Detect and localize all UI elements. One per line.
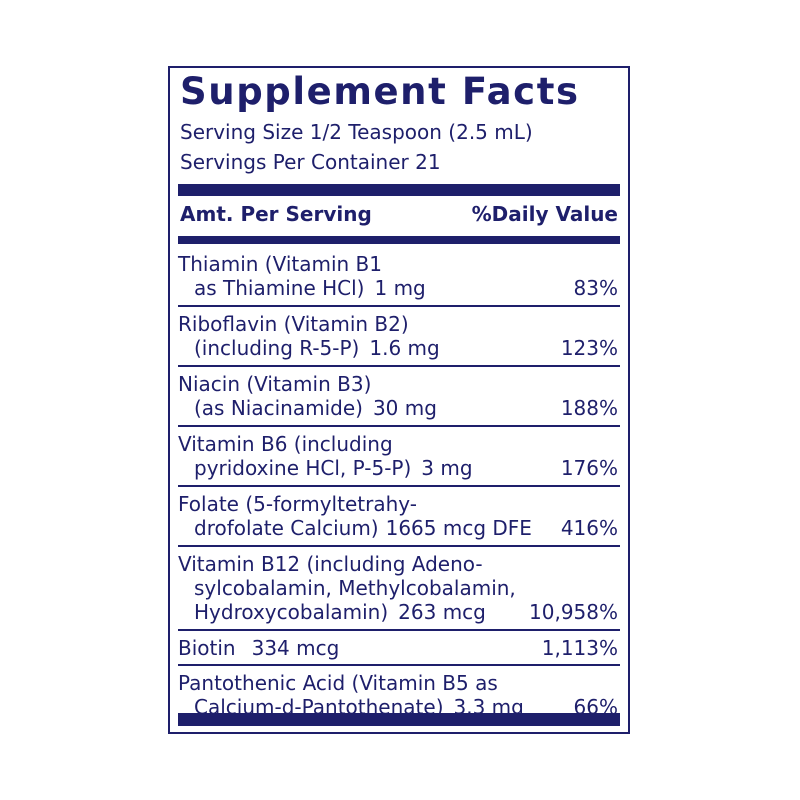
- nutrient-name-line: Riboflavin (Vitamin B2): [178, 312, 409, 336]
- nutrient-daily-value: 416%: [560, 516, 618, 540]
- nutrient-name-line: Biotin: [178, 636, 236, 660]
- nutrient-daily-value: 123%: [560, 336, 618, 360]
- nutrient-amount: 1.6 mg: [369, 336, 440, 360]
- row-divider: [178, 545, 620, 547]
- nutrient-name-line: Vitamin B12 (including Adeno-: [178, 552, 483, 576]
- nutrient-name-line: Vitamin B6 (including: [178, 432, 393, 456]
- nutrient-name-line: (as Niacinamide): [194, 396, 363, 420]
- nutrient-daily-value: 188%: [560, 396, 618, 420]
- thick-divider-bottom: [178, 713, 620, 726]
- amount-per-serving-header: Amt. Per Serving: [180, 202, 372, 226]
- nutrient-row-pantothenic-acid: Pantothenic Acid (Vitamin B5 as Calcium-…: [178, 671, 620, 719]
- nutrient-row-vitamin-b12: Vitamin B12 (including Adeno- sylcobalam…: [178, 552, 620, 624]
- nutrient-amount: 30 mg: [372, 396, 437, 420]
- nutrient-name-line: Folate (5-formyltetrahy-: [178, 492, 417, 516]
- nutrient-row-folate: Folate (5-formyltetrahy- drofolate Calci…: [178, 492, 620, 540]
- thick-divider-top: [178, 184, 620, 196]
- daily-value-header: %Daily Value: [471, 202, 618, 226]
- row-divider: [178, 629, 620, 631]
- thick-divider-header: [178, 236, 620, 244]
- nutrient-name-line: sylcobalamin, Methylcobalamin,: [194, 576, 516, 600]
- row-divider: [178, 365, 620, 367]
- nutrient-name-line: as Thiamine HCl): [194, 276, 365, 300]
- nutrient-name-line: (including R-5-P): [194, 336, 360, 360]
- nutrient-amount: 1665 mcg DFE: [385, 516, 532, 540]
- column-header: Amt. Per Serving %Daily Value: [180, 202, 618, 226]
- nutrient-daily-value: 1,113%: [541, 636, 618, 660]
- nutrient-row-niacin: Niacin (Vitamin B3) (as Niacinamide) 30 m…: [178, 372, 620, 420]
- nutrient-amount: 1 mg: [374, 276, 426, 300]
- nutrient-name-line: Niacin (Vitamin B3): [178, 372, 372, 396]
- nutrient-row-biotin: Biotin 334 mcg 1,113%: [178, 636, 620, 660]
- nutrient-name-line: Pantothenic Acid (Vitamin B5 as: [178, 671, 498, 695]
- supplement-facts-panel: Supplement Facts Serving Size 1/2 Teaspo…: [168, 66, 630, 734]
- nutrient-name-line: pyridoxine HCl, P-5-P): [194, 456, 412, 480]
- nutrient-name-line: Thiamin (Vitamin B1: [178, 252, 382, 276]
- nutrient-amount: 334 mcg: [251, 636, 340, 660]
- nutrient-name-line: Hydroxycobalamin): [194, 600, 389, 624]
- row-divider: [178, 485, 620, 487]
- nutrient-amount: 263 mcg: [398, 600, 486, 624]
- nutrient-row-vitamin-b6: Vitamin B6 (including pyridoxine HCl, P-…: [178, 432, 620, 480]
- panel-title: Supplement Facts: [180, 70, 580, 113]
- nutrient-name-line: drofolate Calcium): [194, 516, 379, 540]
- nutrient-daily-value: 83%: [573, 276, 618, 300]
- row-divider: [178, 664, 620, 666]
- row-divider: [178, 425, 620, 427]
- nutrient-daily-value: 10,958%: [529, 600, 618, 624]
- nutrient-daily-value: 176%: [560, 456, 618, 480]
- serving-size: Serving Size 1/2 Teaspoon (2.5 mL): [180, 120, 533, 144]
- row-divider: [178, 305, 620, 307]
- servings-per-container: Servings Per Container 21: [180, 150, 441, 174]
- nutrient-row-riboflavin: Riboflavin (Vitamin B2) (including R-5-P…: [178, 312, 620, 360]
- nutrient-row-thiamin: Thiamin (Vitamin B1 as Thiamine HCl) 1 mg…: [178, 252, 620, 300]
- nutrient-amount: 3 mg: [421, 456, 473, 480]
